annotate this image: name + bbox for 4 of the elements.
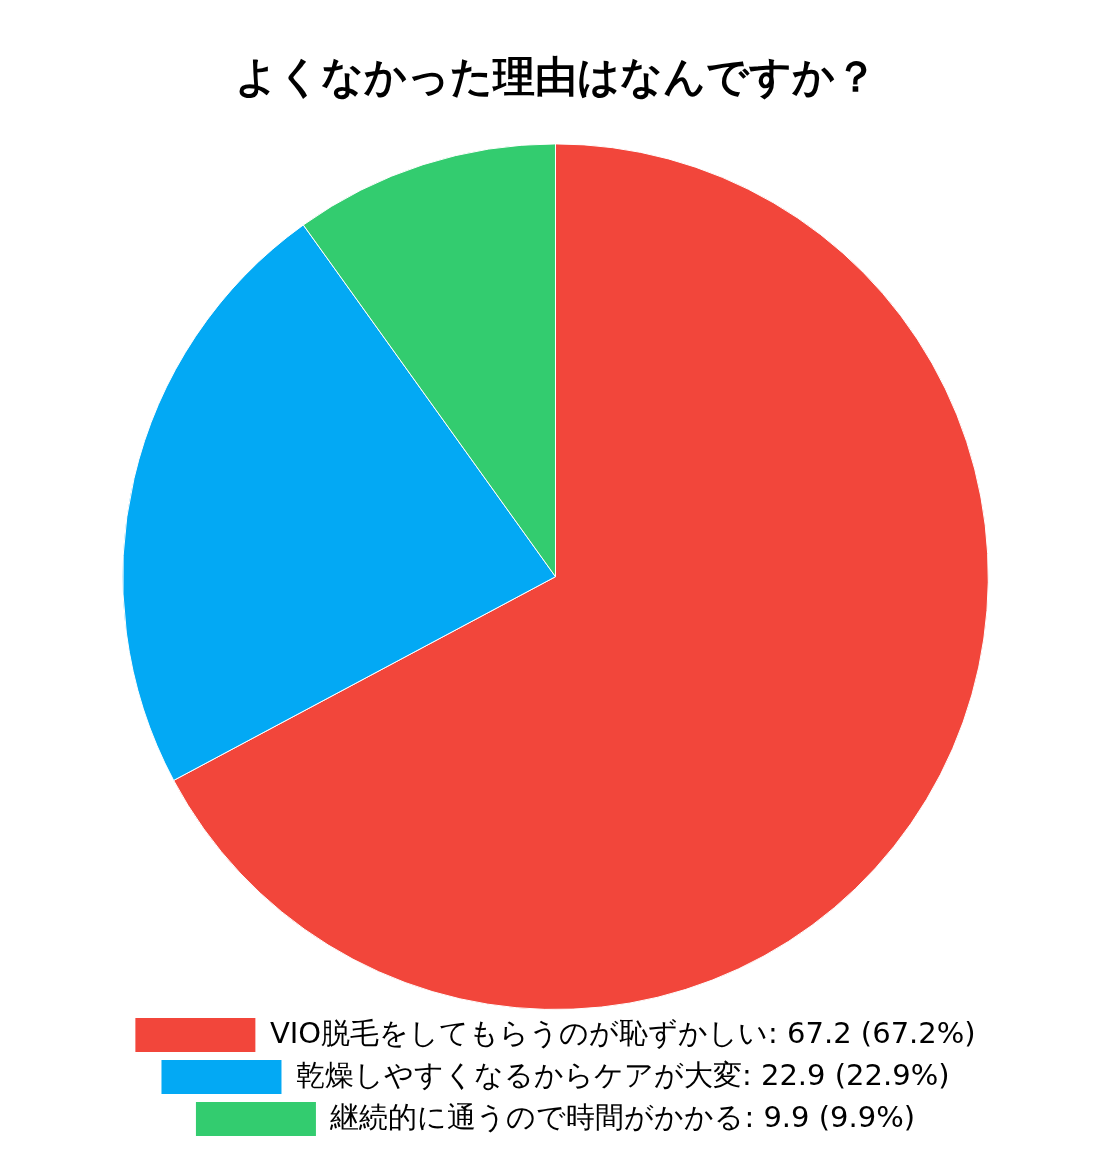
legend-label: 乾燥しやすくなるからケアが大変: 22.9 (22.9%) [295, 1057, 950, 1092]
legend-label: VIO脱毛をしてもらうのが恥ずかしい: 67.2 (67.2%) [269, 1015, 976, 1050]
legend-label: 継続的に通うので時間がかかる: 9.9 (9.9%) [329, 1099, 916, 1134]
chart-title: よくなかった理由はなんですか？ [234, 52, 877, 102]
